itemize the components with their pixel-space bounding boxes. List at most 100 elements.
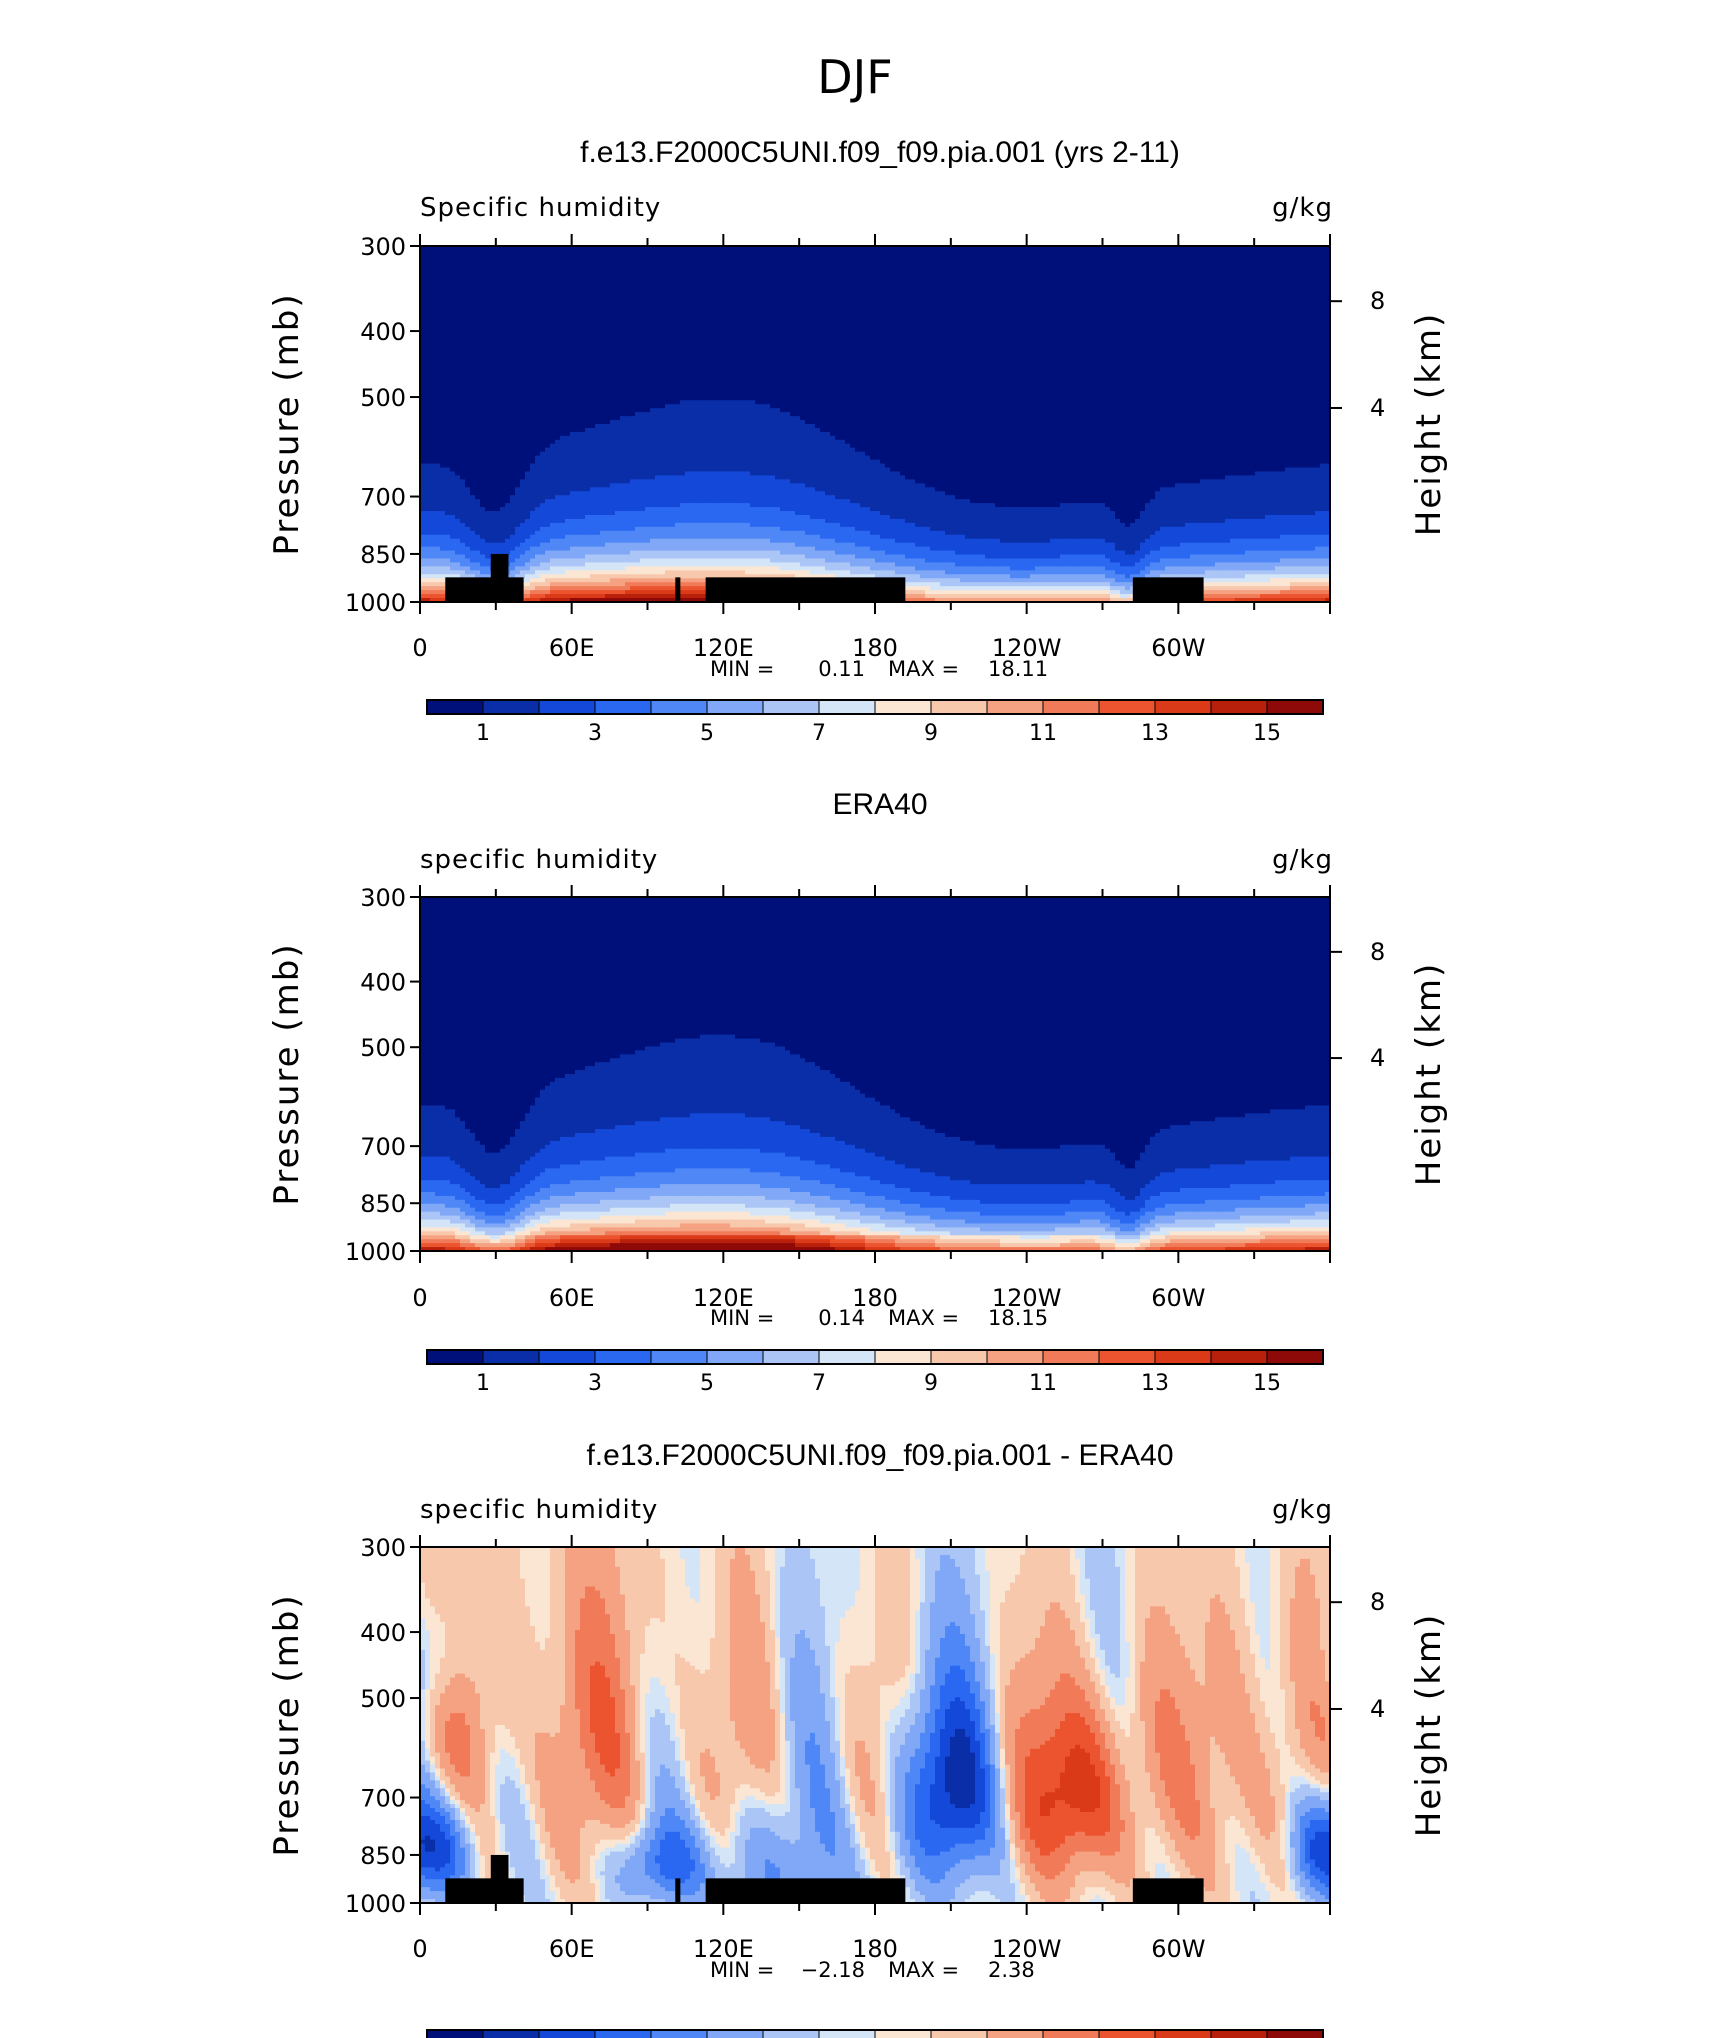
heatmap-cell [1190,290,1196,295]
heatmap-cell [920,254,926,259]
heatmap-cell [985,258,991,263]
heatmap-cell [970,290,976,295]
heatmap-cell [1170,274,1176,279]
heatmap-cell [640,278,646,283]
heatmap-cell [715,262,721,267]
heatmap-cell [785,282,791,287]
heatmap-cell [760,290,766,295]
heatmap-cell [515,286,521,291]
heatmap-cell [565,254,571,259]
heatmap-cell [700,278,706,283]
heatmap-cell [880,278,886,283]
heatmap-cell [1220,250,1226,255]
heatmap-cell [1165,286,1171,291]
heatmap-cell [1210,258,1216,263]
heatmap-cell [645,290,651,295]
heatmap-cell [875,270,881,275]
heatmap-cell [1025,274,1031,279]
heatmap-cell [620,258,626,263]
heatmap-cell [1230,274,1236,279]
heatmap-cell [1235,250,1241,255]
heatmap-cell [1195,286,1201,291]
heatmap-cell [870,290,876,295]
heatmap-cell [590,286,596,291]
heatmap-cell [1005,250,1011,255]
heatmap-cell [1295,254,1301,259]
heatmap-cell [850,290,856,295]
heatmap-cell [1245,282,1251,287]
heatmap-cell [1215,258,1221,263]
heatmap-cell [1205,278,1211,283]
heatmap-cell [845,274,851,279]
heatmap-cell [675,250,681,255]
heatmap-cell [955,254,961,259]
heatmap-cell [1215,274,1221,279]
heatmap-cell [1185,258,1191,263]
heatmap-cell [715,278,721,283]
heatmap-cell [1180,286,1186,291]
heatmap-cell [660,282,666,287]
heatmap-cell [610,293,616,298]
heatmap-cell [960,250,966,255]
heatmap-cell [1315,286,1321,291]
heatmap-cell [790,266,796,271]
heatmap-cell [980,278,986,283]
heatmap-cell [900,282,906,287]
heatmap-cell [1030,258,1036,263]
heatmap-cell [585,290,591,295]
heatmap-cell [645,274,651,279]
heatmap-cell [1115,262,1121,267]
heatmap-cell [1075,262,1081,267]
heatmap-cell [1190,250,1196,255]
heatmap-cell [1205,258,1211,263]
heatmap-cell [1315,274,1321,279]
heatmap-cell [670,278,676,283]
heatmap-cell [630,262,636,267]
heatmap-cell [735,282,741,287]
heatmap-cell [695,274,701,279]
heatmap-cell [615,282,621,287]
heatmap-cell [445,274,451,279]
heatmap-cell [965,250,971,255]
heatmap-cell [1250,278,1256,283]
heatmap-cell [1280,274,1286,279]
heatmap-cell [745,250,751,255]
heatmap-cell [1255,274,1261,279]
heatmap-cell [775,278,781,283]
heatmap-cell [1235,266,1241,271]
heatmap-cell [640,254,646,259]
heatmap-cell [700,262,706,267]
heatmap-cell [1015,254,1021,259]
heatmap-cell [495,250,501,255]
heatmap-cell [790,258,796,263]
heatmap-cell [860,258,866,263]
heatmap-cell [805,286,811,291]
heatmap-cell [635,254,641,259]
heatmap-cell [1055,270,1061,275]
heatmap-cell [900,250,906,255]
heatmap-cell [1190,266,1196,271]
heatmap-cell [775,262,781,267]
heatmap-cell [480,278,486,283]
heatmap-cell [795,270,801,275]
heatmap-cell [570,258,576,263]
heatmap-cell [1135,250,1141,255]
heatmap-cell [490,258,496,263]
heatmap-cell [1250,270,1256,275]
heatmap-cell [860,250,866,255]
heatmap-cell [995,290,1001,295]
heatmap-cell [1120,258,1126,263]
heatmap-cell [755,250,761,255]
heatmap-cell [525,254,531,259]
heatmap-cell [1085,282,1091,287]
heatmap-cell [715,274,721,279]
heatmap-cell [585,266,591,271]
heatmap-cell [1150,290,1156,295]
heatmap-cell [1200,278,1206,283]
heatmap-cell [1060,258,1066,263]
heatmap-cell [730,293,736,298]
heatmap-cell [975,250,981,255]
heatmap-cell [1025,270,1031,275]
heatmap-cell [555,266,561,271]
heatmap-cell [825,293,831,298]
